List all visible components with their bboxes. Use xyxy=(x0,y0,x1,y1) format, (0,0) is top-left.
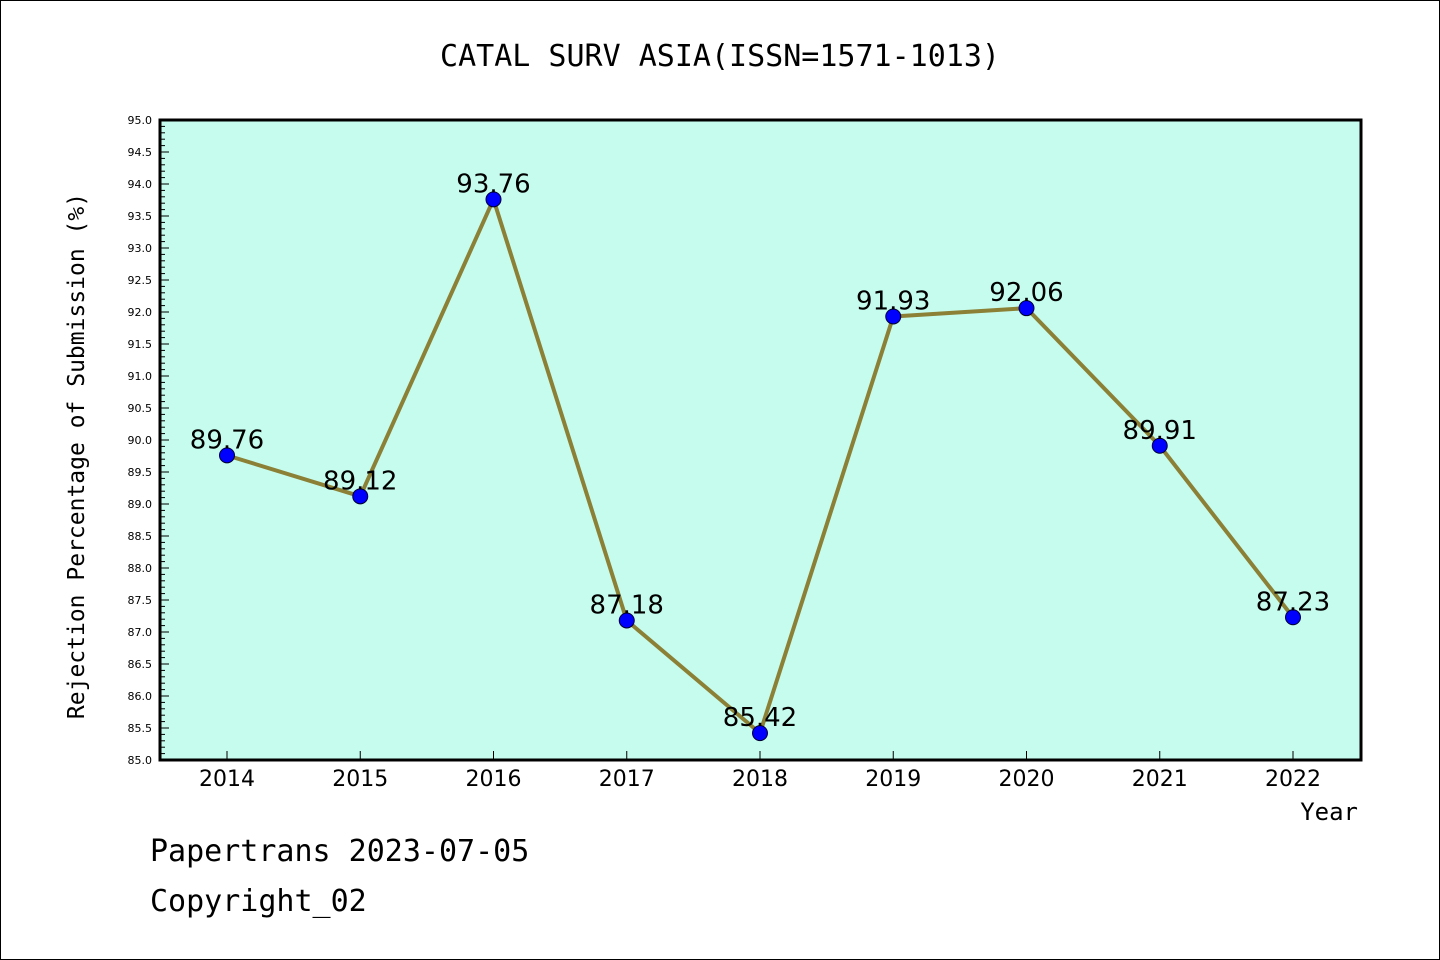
x-axis-label: Year xyxy=(1300,798,1358,826)
data-point xyxy=(885,308,902,325)
x-tick-label: 2014 xyxy=(199,767,255,792)
y-axis-label: Rejection Percentage of Submission (%) xyxy=(64,193,90,719)
y-tick-label: 89.5 xyxy=(128,466,153,479)
data-point xyxy=(618,612,635,629)
y-tick-label: 86.0 xyxy=(128,690,153,703)
y-tick-label: 94.5 xyxy=(128,146,153,159)
chart-title: CATAL SURV ASIA(ISSN=1571-1013) xyxy=(440,39,1000,74)
y-tick-label: 95.0 xyxy=(128,114,153,127)
x-tick-label: 2016 xyxy=(466,767,522,792)
data-point xyxy=(752,725,768,742)
data-label: 87.23 xyxy=(1256,587,1330,617)
y-tick-label: 91.0 xyxy=(128,370,153,383)
footer-copyright-text: Copyright_02 xyxy=(150,884,367,919)
y-tick-label: 85.5 xyxy=(128,722,153,735)
x-tick-label: 2021 xyxy=(1132,767,1188,792)
data-label: 89.76 xyxy=(190,425,264,455)
y-tick-label: 91.5 xyxy=(128,338,153,351)
y-tick-label: 86.5 xyxy=(128,658,153,671)
footer-date-text: Papertrans 2023-07-05 xyxy=(150,834,530,869)
x-tick-label: 2019 xyxy=(865,767,921,792)
y-axis: 85.0 85.5 86.0 86.5 87.0 87.5 88.0 88.5 89.0 89.5… xyxy=(128,114,169,767)
y-tick-label: 94.0 xyxy=(128,178,153,191)
y-tick-label: 90.0 xyxy=(128,434,153,447)
data-label: 85.42 xyxy=(723,703,797,733)
x-tick-label: 2020 xyxy=(999,767,1055,792)
x-tick-label: 2018 xyxy=(732,767,788,792)
data-label: 92.06 xyxy=(989,278,1063,308)
y-tick-label: 92.5 xyxy=(128,274,153,287)
y-tick-label: 89.0 xyxy=(128,498,153,511)
y-tick-label: 87.5 xyxy=(128,594,153,607)
y-tick-label: 88.5 xyxy=(128,530,153,543)
y-tick-label: 93.0 xyxy=(128,242,153,255)
data-label: 93.76 xyxy=(456,169,530,199)
data-label: 89.91 xyxy=(1123,416,1197,446)
data-point xyxy=(1285,609,1301,626)
y-tick-label: 87.0 xyxy=(128,626,153,639)
y-tick-label: 85.0 xyxy=(128,754,153,767)
data-point xyxy=(219,447,235,464)
x-axis: 2014 2015 2016 2017 2018 2019 2020 2021 2022 xyxy=(199,751,1321,792)
data-label: 91.93 xyxy=(856,286,930,316)
data-label: 89.12 xyxy=(323,466,397,496)
y-tick-label: 93.5 xyxy=(128,210,153,223)
y-tick-label: 92.0 xyxy=(128,306,153,319)
series-rejection-percentage: 89.76 89.12 93.76 87.18 85.42 91.93 92.06 89.91… xyxy=(190,169,1330,742)
x-tick-label: 2022 xyxy=(1265,767,1321,792)
y-tick-label: 88.0 xyxy=(128,562,153,575)
data-point xyxy=(1151,437,1168,454)
data-point xyxy=(1018,300,1035,317)
y-tick-label: 90.5 xyxy=(128,402,153,415)
data-label: 87.18 xyxy=(590,590,664,620)
data-point xyxy=(485,191,502,208)
x-tick-label: 2017 xyxy=(599,767,655,792)
x-tick-label: 2015 xyxy=(332,767,388,792)
data-point xyxy=(352,488,369,505)
